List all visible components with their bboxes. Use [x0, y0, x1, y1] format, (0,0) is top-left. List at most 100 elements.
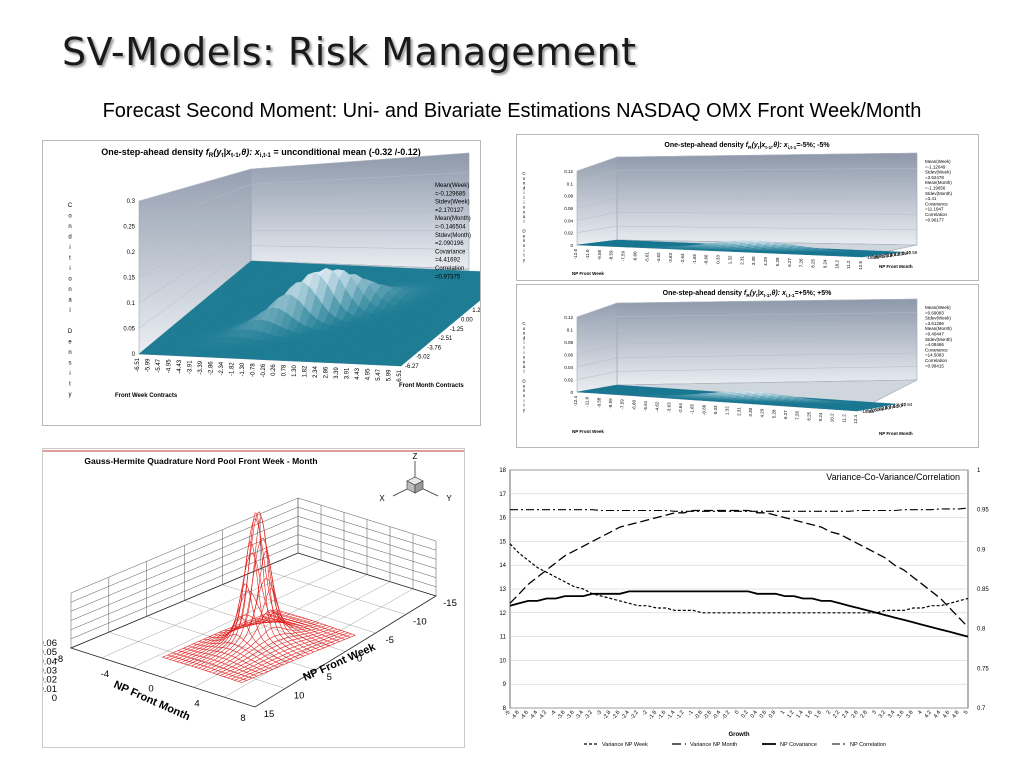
x-tick-label: -11.0 — [585, 396, 590, 406]
x-tick-label: 1.82 — [303, 365, 309, 377]
mesh-z-tick-label: 0.04 — [43, 656, 57, 667]
y-axis-label-char: o — [68, 214, 72, 220]
y-axis-label-char: t — [523, 253, 525, 258]
x-tick-label: -9.58 — [596, 397, 601, 408]
x-axis-label: NP Front Week — [572, 271, 604, 276]
x-tick-label: 2.6 — [850, 710, 859, 720]
chart-title: One-step-ahead density fR(yt|xt-1,θ): xi… — [664, 142, 830, 151]
mesh-line — [202, 577, 316, 670]
z-tick-label: -2.12 — [882, 253, 893, 258]
mesh-line — [227, 630, 342, 679]
x-tick-label: 7.26 — [795, 411, 800, 420]
gridline — [576, 371, 618, 380]
y-axis-label-char: n — [523, 388, 526, 393]
y-left-tick-label: 18 — [499, 468, 506, 474]
x-tick-label: 10.2 — [834, 260, 839, 269]
stats-line: =3.61296 — [925, 321, 944, 326]
y-tick-label: 0.02 — [564, 378, 573, 383]
x-tick-label: -1.30 — [240, 362, 246, 376]
gridline — [138, 168, 252, 202]
x-tick-label: 4.6 — [942, 710, 951, 720]
x-tick-label: -0.6 — [703, 710, 713, 721]
mesh-line — [169, 611, 284, 660]
mesh-y-tick-label: 0 — [357, 654, 362, 665]
x-tick-label: 3.8 — [905, 710, 914, 720]
x-tick-label: -8.59 — [608, 398, 613, 409]
mesh-line — [212, 625, 327, 674]
gridline — [616, 325, 918, 331]
stats-line: Mean(Week) — [925, 159, 951, 164]
y-axis-label-char: i — [524, 248, 525, 253]
mesh-background — [43, 449, 464, 747]
gauss-hermite-panel: Gauss-Hermite Quadrature Nord Pool Front… — [42, 448, 465, 748]
x-tick-label: -4.8 — [510, 710, 520, 721]
mesh-y-tick-label: 10 — [294, 691, 305, 702]
y-axis-label-char: e — [68, 340, 72, 346]
mesh-title: Gauss-Hermite Quadrature Nord Pool Front… — [84, 456, 317, 466]
stats-line: Mean(Month) — [435, 216, 471, 222]
z-tick-label: -2.17 — [877, 406, 888, 411]
y-axis-label-char: n — [523, 209, 526, 214]
x-tick-label: 11.2 — [841, 414, 846, 423]
y-left-tick-label: 12 — [499, 611, 506, 617]
gridline — [138, 230, 252, 304]
stats-line: =0.69083 — [925, 310, 944, 315]
stats-line: Covariance — [435, 249, 466, 255]
gridline — [576, 343, 618, 355]
x-tick-label: 0.78 — [282, 364, 288, 376]
series-line-2 — [509, 590, 969, 638]
x-tick-label: 1.2 — [786, 710, 795, 720]
y-axis-label-char: n — [68, 287, 71, 293]
x-tick-label: -4.2 — [538, 710, 548, 721]
z-axis-label: NP Front Month — [879, 264, 913, 269]
y-tick-label: 0 — [132, 352, 136, 358]
y-axis-label-char: e — [523, 233, 526, 238]
stats-line: =11.1947 — [925, 207, 944, 212]
z-tick-label: 6.35 — [898, 251, 907, 256]
x-tick-label: 2.4 — [841, 710, 850, 720]
gridline — [138, 245, 252, 329]
x-tick-label: -4.62 — [655, 401, 660, 412]
orientation-cube-icon: Z X Y — [379, 452, 452, 503]
gridline — [616, 366, 918, 372]
z-axis-label: NP Front Month — [879, 431, 913, 436]
y-right-tick-label: 1 — [977, 468, 981, 474]
mesh-y-tick-label: 5 — [327, 672, 332, 683]
y-axis-label-char: s — [523, 393, 526, 398]
y-axis-label-char: i — [69, 371, 70, 377]
x-tick-label: -1.82 — [229, 362, 235, 376]
y-axis-label-char: t — [523, 195, 525, 200]
x-tick-label: 3.30 — [748, 407, 753, 416]
x-tick-label: -1.65 — [690, 403, 695, 414]
x-tick-label: -5.61 — [644, 252, 649, 263]
z-tick-label: 2.17 — [885, 405, 894, 410]
mesh-z-tick-label: 0.05 — [43, 647, 57, 658]
gridline — [138, 184, 252, 227]
gridline — [576, 316, 618, 330]
mesh-floor-gridline — [224, 588, 414, 698]
y-axis-label-char: o — [523, 205, 526, 210]
y-axis-label-char: n — [68, 224, 71, 230]
gridline — [576, 156, 618, 172]
x-tick-label: -3.6 — [565, 710, 575, 721]
surface-cell — [476, 277, 480, 281]
stats-line: Correlation — [925, 212, 948, 217]
z-tick-label: -3.76 — [427, 345, 441, 351]
stats-line: =4.41692 — [435, 258, 461, 264]
gridline — [616, 152, 918, 158]
x-tick-label: 6.27 — [783, 410, 788, 419]
z-tick-label: -8.67 — [865, 408, 876, 413]
y-tick-label: 0.1 — [127, 301, 136, 307]
gridline — [576, 330, 618, 343]
stats-line: =-1.19656 — [925, 186, 946, 191]
y-axis-label-char: i — [524, 398, 525, 403]
x-tick-label: -4.43 — [177, 359, 183, 373]
mesh-x-tick-label: 0 — [148, 684, 153, 695]
x-tick-label: -7.59 — [621, 251, 626, 262]
x-tick-label: -3.91 — [187, 360, 193, 374]
y-axis-label-char: D — [522, 379, 526, 384]
y-tick-label: 0 — [570, 243, 573, 248]
stats-line: Covariance — [925, 201, 948, 206]
mesh-z-tick-label: 0 — [52, 693, 57, 704]
x-tick-label: 3.4 — [887, 710, 896, 720]
